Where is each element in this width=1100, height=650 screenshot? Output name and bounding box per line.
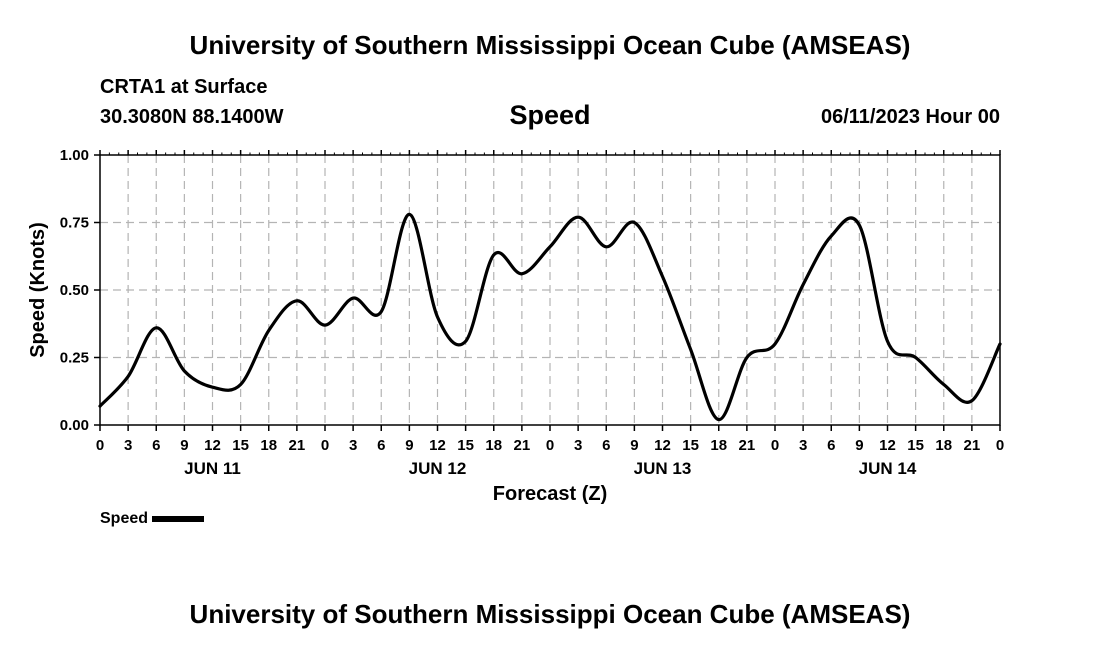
- y-axis-label: Speed (Knots): [27, 222, 49, 358]
- speed-data-point: [127, 375, 130, 378]
- speed-data-point: [745, 356, 748, 359]
- y-tick-label: 0.50: [60, 282, 89, 299]
- speed-data-point: [717, 418, 720, 421]
- x-tick-label: 6: [827, 437, 835, 454]
- x-tick-label: 15: [682, 437, 699, 454]
- x-tick-label: 18: [935, 437, 952, 454]
- speed-data-point: [999, 343, 1002, 346]
- plot-frame: [99, 154, 1001, 426]
- x-tick-label: 9: [630, 437, 638, 454]
- x-tick-label: 3: [349, 437, 357, 454]
- speed-data-point: [352, 297, 355, 300]
- x-tick-label: 12: [204, 437, 221, 454]
- x-tick-label: 18: [485, 437, 502, 454]
- x-tick-label: 0: [771, 437, 779, 454]
- x-tick-label: 15: [457, 437, 474, 454]
- speed-data-point: [942, 383, 945, 386]
- x-tick-label: 0: [321, 437, 329, 454]
- x-tick-label: 6: [377, 437, 385, 454]
- station-label: CRTA1 at Surface: [100, 76, 268, 98]
- x-tick-label: 18: [260, 437, 277, 454]
- x-tick-label: 21: [289, 437, 306, 454]
- speed-data-point: [155, 326, 158, 329]
- speed-data-point: [633, 221, 636, 224]
- speed-data-point: [661, 275, 664, 278]
- day-label: JUN 14: [859, 459, 917, 478]
- day-label: JUN 11: [184, 459, 241, 478]
- x-tick-label: 21: [739, 437, 756, 454]
- x-tick-label: 3: [574, 437, 582, 454]
- x-tick-label: 0: [96, 437, 104, 454]
- speed-data-point: [183, 370, 186, 373]
- x-tick-label: 21: [964, 437, 981, 454]
- speed-data-point: [492, 253, 495, 256]
- speed-data-point: [464, 340, 467, 343]
- x-tick-label: 3: [799, 437, 807, 454]
- day-labels: JUN 11 JUN 12 JUN 13 JUN 14: [184, 459, 917, 478]
- speed-data-point: [830, 235, 833, 238]
- x-tick-label: 18: [710, 437, 727, 454]
- speed-data-point: [605, 245, 608, 248]
- x-tick-label: 15: [907, 437, 924, 454]
- y-tick-labels: 0.00 0.25 0.50 0.75 1.00: [60, 147, 89, 434]
- speed-data-point: [211, 386, 214, 389]
- x-tick-label: 21: [514, 437, 531, 454]
- x-tick-label: 0: [996, 437, 1004, 454]
- speed-data-point: [267, 329, 270, 332]
- x-tick-label: 12: [879, 437, 896, 454]
- speed-data-point: [689, 348, 692, 351]
- speed-data-point: [970, 399, 973, 402]
- speed-data-point: [324, 324, 327, 327]
- coordinates-label: 30.3080N 88.1400W: [100, 106, 284, 128]
- speed-data-point: [914, 356, 917, 359]
- y-tick-label: 1.00: [60, 147, 89, 164]
- main-title: University of Southern Mississippi Ocean…: [189, 30, 911, 60]
- speed-data-point: [408, 213, 411, 216]
- grid: [100, 155, 1000, 425]
- x-tick-label: 12: [429, 437, 446, 454]
- y-tick-label: 0.00: [60, 417, 89, 434]
- footer-title: University of Southern Mississippi Ocean…: [189, 599, 911, 629]
- x-tick-label: 6: [152, 437, 160, 454]
- speed-data-point: [380, 310, 383, 313]
- legend-line-swatch: [152, 515, 205, 522]
- speed-data-point: [436, 316, 439, 319]
- x-tick-label: 3: [124, 437, 132, 454]
- x-tick-label: 0: [546, 437, 554, 454]
- x-tick-label: 9: [855, 437, 863, 454]
- x-axis-label: Forecast (Z): [493, 483, 607, 505]
- x-tick-label: 6: [602, 437, 610, 454]
- legend: Speed: [100, 510, 205, 528]
- speed-data-point: [886, 340, 889, 343]
- speed-data-point: [577, 216, 580, 219]
- speed-data-point: [802, 283, 805, 286]
- x-tick-label: 15: [232, 437, 249, 454]
- x-tick-label: 9: [405, 437, 413, 454]
- forecast-datetime: 06/11/2023 Hour 00: [820, 106, 1000, 128]
- chart-title: Speed: [509, 100, 591, 130]
- y-tick-label: 0.75: [60, 215, 89, 232]
- legend-label: Speed: [100, 510, 149, 527]
- speed-data-point: [295, 299, 298, 302]
- x-tick-labels: 0 3 6 9 12 15 18 21 0 3 6 9 12 15 18 21 0 3 6 9 12 15 18 21 0 3 6 9…: [96, 437, 1004, 454]
- speed-data-point: [774, 343, 777, 346]
- speed-data-point: [520, 272, 523, 275]
- day-label: JUN 13: [634, 459, 692, 478]
- speed-data-point: [239, 383, 242, 386]
- day-label: JUN 12: [409, 459, 467, 478]
- speed-data-point: [549, 245, 552, 248]
- speed-data-point: [858, 224, 861, 227]
- y-tick-label: 0.25: [60, 350, 89, 367]
- speed-data-point: [99, 405, 102, 408]
- x-tick-label: 9: [180, 437, 188, 454]
- x-tick-label: 12: [654, 437, 671, 454]
- speed-series-line: [98, 212, 1002, 422]
